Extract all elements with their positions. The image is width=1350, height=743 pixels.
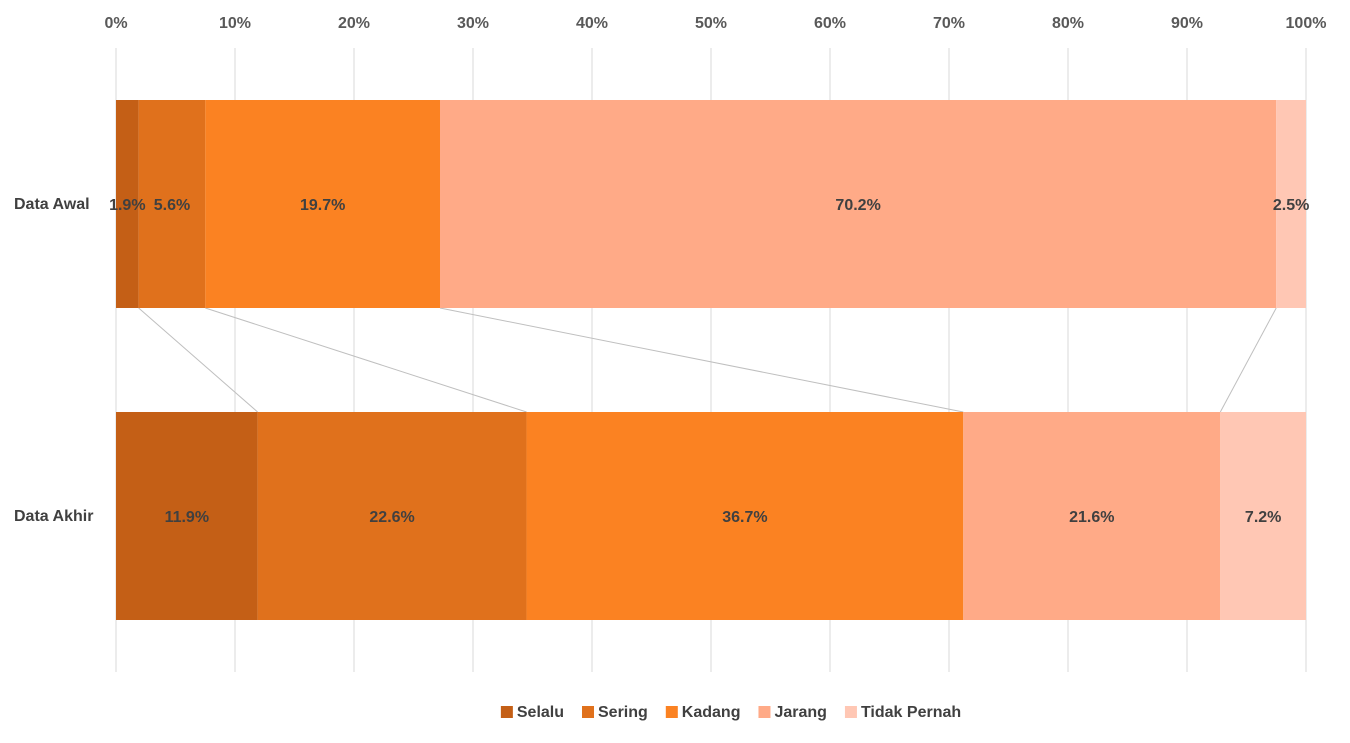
category-labels: Data Awal Data Akhir	[14, 196, 93, 525]
x-tick-label: 70%	[933, 15, 965, 32]
series-line	[138, 307, 258, 413]
data-label: 1.9%	[109, 197, 145, 214]
data-label: 36.7%	[722, 509, 767, 526]
legend-swatch	[844, 706, 857, 718]
series-lines	[138, 307, 1277, 413]
legend-label: Jarang	[774, 704, 826, 721]
bar-segment	[963, 412, 1221, 620]
series-line	[205, 307, 527, 413]
bar-segment	[205, 100, 441, 308]
data-label: 5.6%	[154, 197, 190, 214]
bar-segment	[1276, 100, 1306, 308]
x-tick-label: 30%	[457, 15, 489, 32]
data-label: 70.2%	[835, 197, 880, 214]
x-tick-label: 0%	[104, 15, 127, 32]
data-label: 7.2%	[1245, 509, 1281, 526]
bar-segment	[116, 100, 139, 308]
legend-item: Kadang	[665, 704, 741, 721]
legend-label: Tidak Pernah	[861, 704, 961, 721]
bar-segment	[116, 412, 258, 620]
x-axis-tick-labels: 0% 10% 20% 30% 40% 50% 60% 70% 80% 90% 100%	[104, 15, 1326, 32]
legend-label: Selalu	[517, 704, 564, 721]
x-tick-label: 100%	[1286, 15, 1327, 32]
legend-label: Sering	[598, 704, 648, 721]
legend-swatch	[500, 706, 513, 718]
legend-item: Jarang	[758, 704, 827, 721]
x-tick-label: 10%	[219, 15, 251, 32]
x-tick-label: 20%	[338, 15, 370, 32]
bar-segment	[257, 412, 527, 620]
x-tick-label: 80%	[1052, 15, 1084, 32]
data-label: 19.7%	[300, 197, 345, 214]
bar-segment	[138, 100, 206, 308]
x-tick-label: 90%	[1171, 15, 1203, 32]
bar-segment	[440, 100, 1277, 308]
legend-item: Sering	[582, 704, 648, 721]
data-label: 22.6%	[369, 509, 414, 526]
legend-swatch	[758, 706, 771, 718]
legend-item: Tidak Pernah	[844, 704, 961, 721]
category-label: Data Akhir	[14, 508, 93, 525]
data-label: 11.9%	[165, 509, 209, 526]
legend: Selalu Sering Kadang Jarang Tidak Pernah	[500, 704, 961, 721]
x-tick-label: 60%	[814, 15, 846, 32]
x-tick-label: 50%	[695, 15, 727, 32]
legend-swatch	[582, 706, 595, 718]
bar-segments	[116, 100, 1306, 620]
legend-item: Selalu	[500, 704, 564, 721]
category-label: Data Awal	[14, 196, 90, 213]
data-labels: 1.9% 5.6% 19.7% 70.2% 2.5% 11.9% 22.6% 36.7% 21.…	[109, 197, 1309, 526]
data-label: 2.5%	[1273, 197, 1309, 214]
bar-segment	[1220, 412, 1306, 620]
legend-swatch	[665, 706, 678, 718]
series-line	[439, 307, 964, 413]
x-tick-label: 40%	[576, 15, 608, 32]
legend-label: Kadang	[682, 704, 741, 721]
series-line	[1219, 307, 1277, 413]
data-label: 21.6%	[1069, 509, 1114, 526]
bar-segment	[526, 412, 964, 620]
